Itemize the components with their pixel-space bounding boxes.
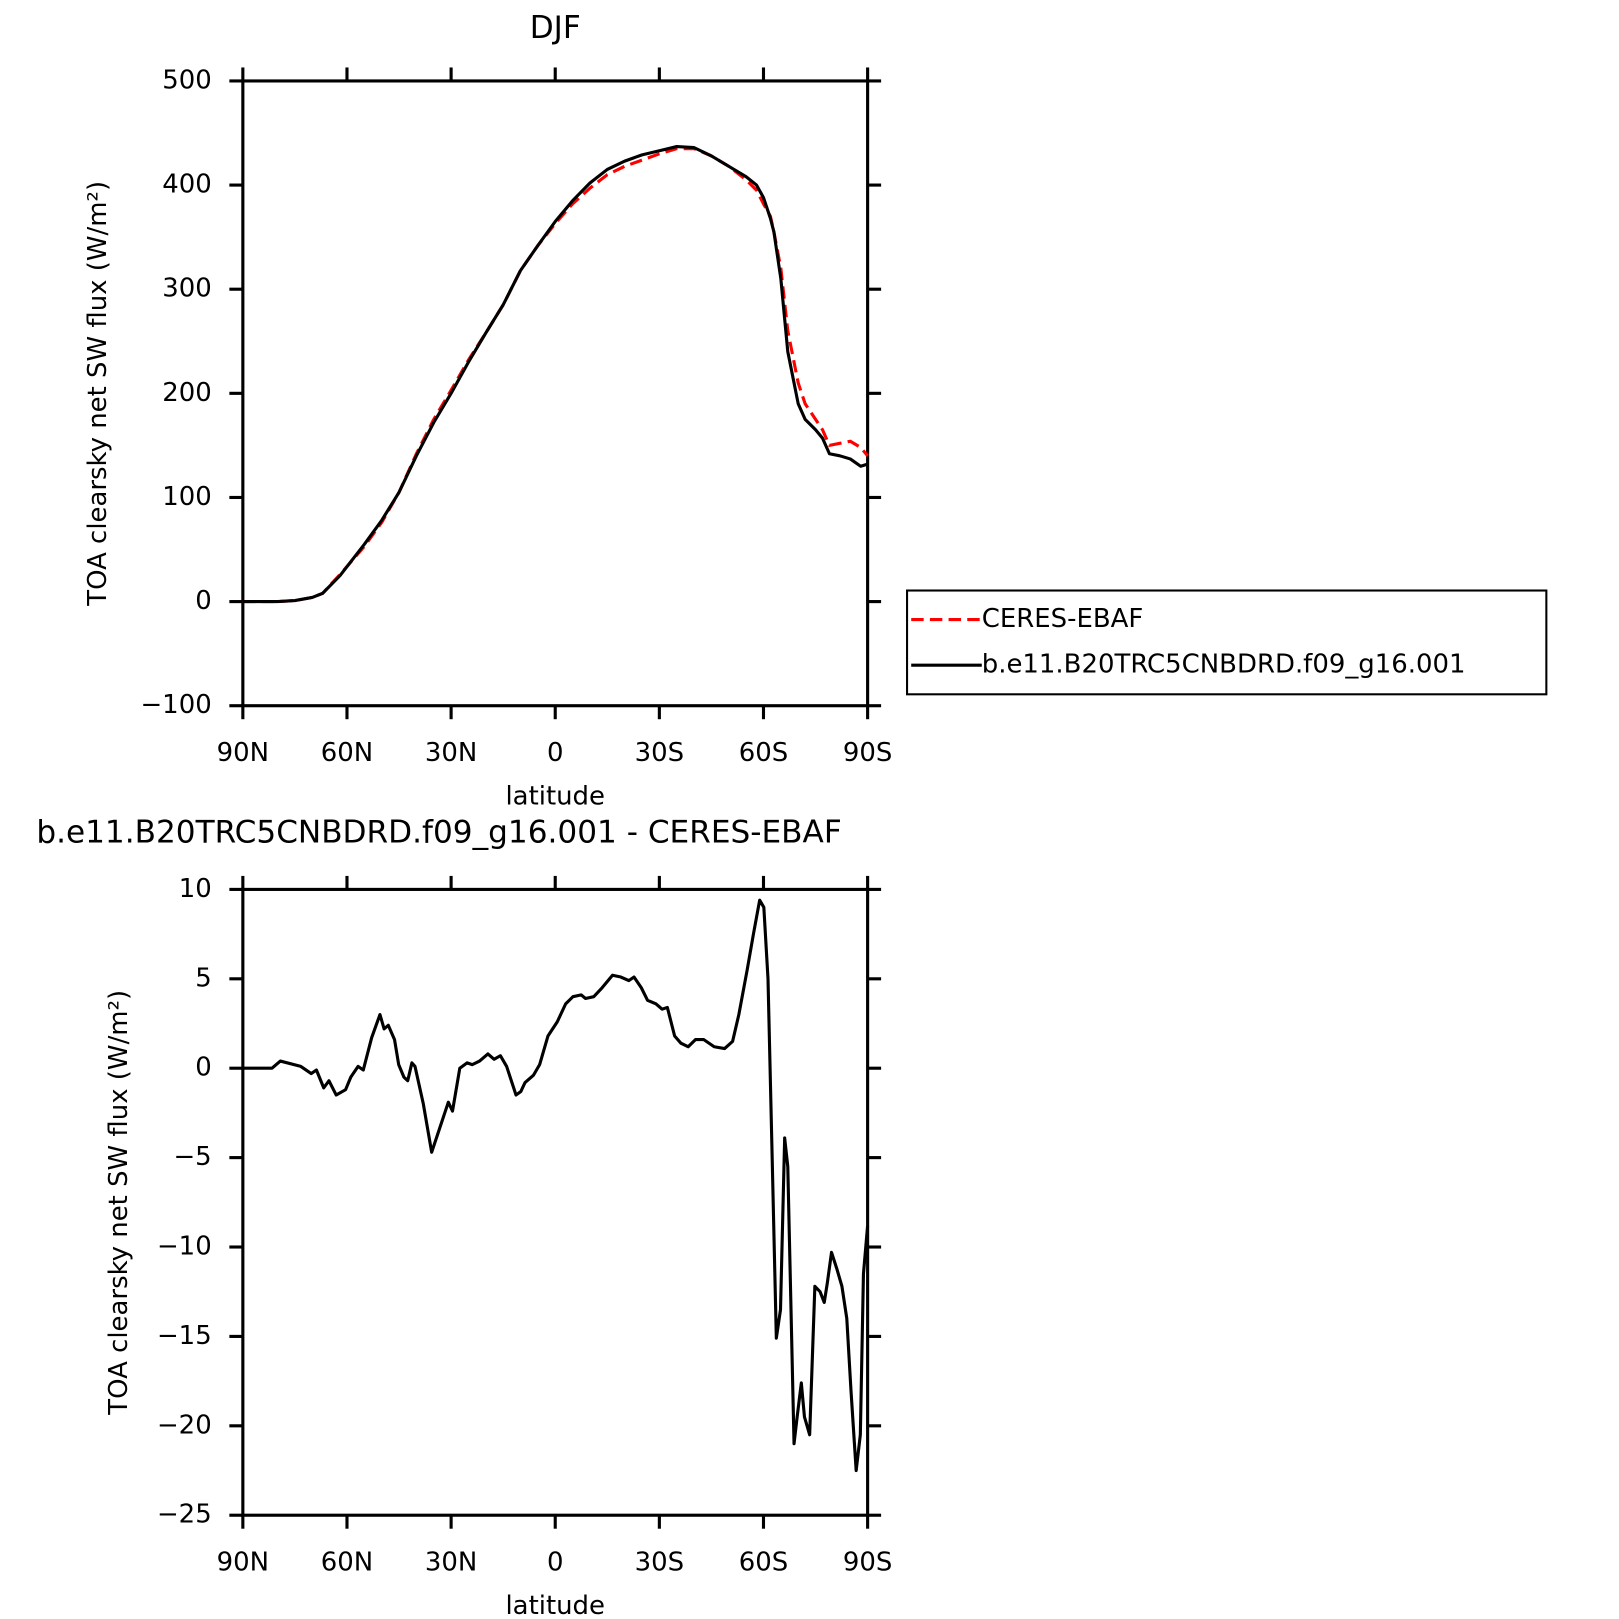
data-line xyxy=(242,898,870,1473)
data-line xyxy=(242,144,869,604)
y-tick-label: −10 xyxy=(157,1232,212,1262)
data-line xyxy=(242,147,869,604)
x-tick-label: 30N xyxy=(425,738,477,768)
y-tick-label: 0 xyxy=(195,586,212,616)
y-axis-label: TOA clearsky net SW flux (W/m²) xyxy=(104,990,134,1416)
y-tick-label: −100 xyxy=(140,690,211,720)
y-tick-label: 100 xyxy=(162,482,212,512)
x-tick-label: 60N xyxy=(321,1547,373,1577)
x-tick-label: 60S xyxy=(739,738,788,768)
x-tick-label: 90S xyxy=(843,738,892,768)
x-tick-label: 60S xyxy=(739,1547,788,1577)
legend-label: b.e11.B20TRC5CNBDRD.f09_g16.001 xyxy=(982,650,1466,680)
y-tick-label: −5 xyxy=(173,1142,211,1172)
legend-box xyxy=(906,589,1548,696)
y-tick-label: −15 xyxy=(157,1321,212,1351)
y-tick-label: 300 xyxy=(162,274,212,304)
y-tick-label: 500 xyxy=(162,65,212,95)
chart-title: DJF xyxy=(530,10,581,46)
x-tick-label: 90N xyxy=(217,1547,269,1577)
legend-label: CERES-EBAF xyxy=(982,604,1144,634)
x-tick-label: 60N xyxy=(321,738,373,768)
x-tick-label: 30S xyxy=(635,738,684,768)
y-axis-label: TOA clearsky net SW flux (W/m²) xyxy=(83,181,113,607)
x-tick-label: 0 xyxy=(547,738,564,768)
x-axis-label: latitude xyxy=(505,1591,605,1619)
y-tick-label: 400 xyxy=(162,170,212,200)
y-tick-label: −20 xyxy=(157,1410,212,1440)
chart-title: b.e11.B20TRC5CNBDRD.f09_g16.001 - CERES-… xyxy=(36,814,841,850)
y-tick-label: 10 xyxy=(179,874,212,904)
x-tick-label: 0 xyxy=(547,1547,564,1577)
y-tick-label: 200 xyxy=(162,378,212,408)
y-tick-label: −25 xyxy=(157,1500,212,1530)
x-tick-label: 30N xyxy=(425,1547,477,1577)
y-tick-label: 5 xyxy=(195,963,212,993)
x-tick-label: 90N xyxy=(217,738,269,768)
x-tick-label: 30S xyxy=(635,1547,684,1577)
plot-frame xyxy=(241,79,870,708)
x-axis-label: latitude xyxy=(505,782,605,812)
y-tick-label: 0 xyxy=(195,1053,212,1083)
x-tick-label: 90S xyxy=(843,1547,892,1577)
